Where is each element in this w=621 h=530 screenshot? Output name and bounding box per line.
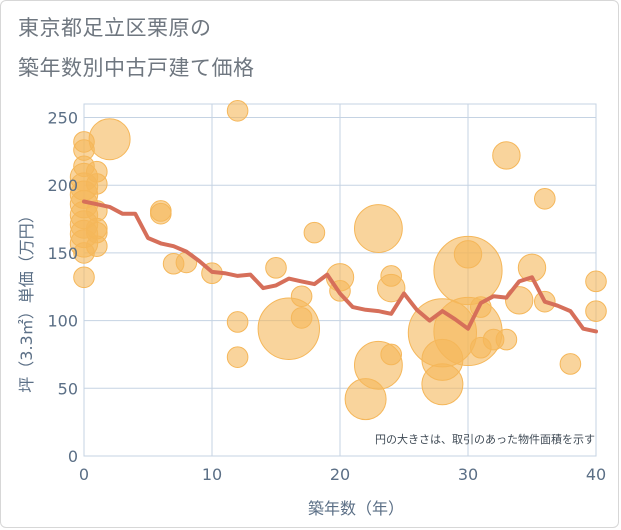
bubble-point: [585, 270, 607, 293]
bubble-point: [377, 273, 406, 303]
bubble-point: [380, 343, 403, 366]
bubble-point: [257, 297, 320, 360]
y-tick-label: 250: [47, 109, 78, 128]
x-tick-label: 0: [79, 465, 89, 484]
x-axis-label: 築年数（年）: [308, 499, 404, 518]
median-price-line: [82, 199, 598, 334]
axis-ticks: 0 10 20 30 40 0 50 100 150 200 250: [47, 109, 606, 484]
bubble-point: [495, 328, 518, 351]
y-tick-label: 0: [68, 447, 78, 466]
bubble-point: [226, 99, 249, 122]
bubble-point: [421, 363, 464, 406]
bubble-point: [265, 257, 287, 279]
bubble-point: [86, 173, 108, 195]
bubble-point: [290, 285, 313, 308]
bubble-point: [88, 118, 131, 161]
bubble-point: [290, 307, 313, 329]
x-tick-label: 10: [202, 465, 222, 484]
x-tick-label: 20: [330, 465, 350, 484]
bubble-series: [69, 99, 607, 421]
x-tick-label: 40: [586, 465, 606, 484]
trend-line-series: [82, 199, 598, 334]
y-tick-label: 50: [58, 379, 78, 398]
chart-title-line-1: 東京都足立区栗原の: [18, 16, 212, 40]
x-tick-label: 30: [458, 465, 478, 484]
bubble-point: [73, 266, 95, 289]
bubble-point: [226, 346, 249, 368]
bubble-point: [559, 353, 582, 375]
bubble-point: [354, 204, 403, 253]
bubble-point: [86, 235, 108, 257]
bubble-point: [453, 240, 483, 269]
grid-lines: [83, 103, 597, 457]
y-axis-label: 坪（3.3㎡）単価（万円）: [17, 207, 36, 392]
bubble-point: [150, 202, 172, 225]
bubble-point: [585, 300, 607, 322]
y-tick-label: 150: [47, 244, 78, 263]
y-tick-label: 200: [47, 176, 78, 195]
bubble-point: [226, 311, 249, 333]
bubble-point: [492, 141, 521, 170]
y-tick-label: 100: [47, 312, 78, 331]
bubble-point: [303, 221, 326, 244]
bubble-point: [534, 187, 556, 210]
chart-title-line-2: 築年数別中古戸建て価格: [18, 56, 255, 80]
bubble-point: [505, 286, 534, 315]
size-legend-note: 円の大きさは、取引のあった物件面積を示す: [375, 432, 595, 446]
